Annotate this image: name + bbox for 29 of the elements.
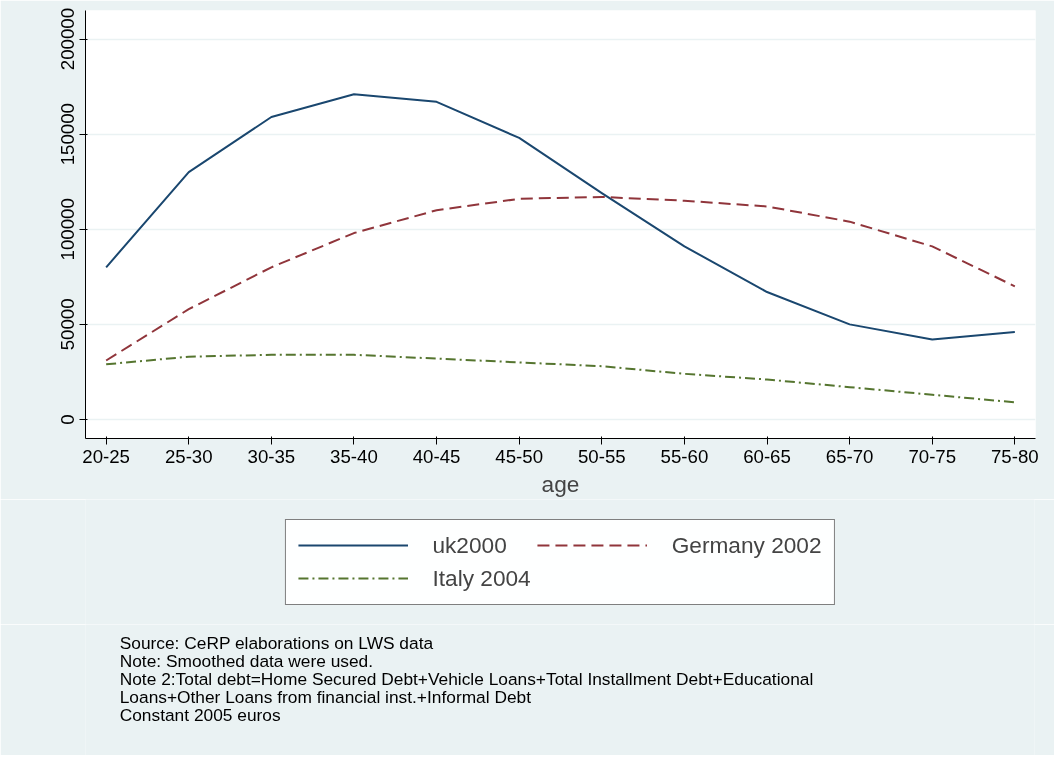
y-tick-label: 50000	[57, 298, 79, 351]
x-tick-label: 50-55	[577, 445, 626, 467]
y-tick-label: 150000	[57, 103, 79, 166]
x-axis-title: age	[541, 470, 580, 497]
x-tick-label: 55-60	[660, 445, 709, 467]
line-series	[105, 93, 1016, 341]
text: Note: Smoothed data were used.	[119, 650, 374, 671]
text: Loans+Other Loans from financial inst.+Informal Debt	[119, 686, 532, 707]
x-tick-label: 70-75	[908, 445, 957, 467]
y-tick-label: 0	[57, 414, 79, 425]
legend-label: Germany 2002	[671, 531, 822, 559]
x-tick-label: 75-80	[990, 445, 1039, 467]
text: Note 2:Total debt=Home Secured Debt+Vehicle Loans+Total Installment Debt+Educational	[119, 668, 814, 689]
x-tick-label: 40-45	[412, 445, 461, 467]
y-tick-label: 100000	[57, 198, 79, 261]
x-tick-label: 60-65	[743, 445, 791, 467]
x-tick-label: 65-70	[825, 445, 874, 467]
x-tick-label: 35-40	[330, 445, 378, 467]
x-tick-label: 20-25	[82, 445, 131, 467]
x-tick-label: 25-30	[164, 445, 213, 467]
x-tick-label: 30-35	[247, 445, 296, 467]
source-note: Source: CeRP elaborations on LWS data	[119, 632, 434, 653]
text: Constant 2005 euros	[119, 704, 281, 725]
line-series	[105, 195, 1016, 362]
legend-label: uk2000	[432, 531, 507, 559]
line-series	[105, 353, 1016, 404]
legend-label: Italy 2004	[432, 564, 531, 592]
y-tick-label: 200000	[57, 7, 79, 71]
x-tick-label: 45-50	[495, 445, 544, 467]
